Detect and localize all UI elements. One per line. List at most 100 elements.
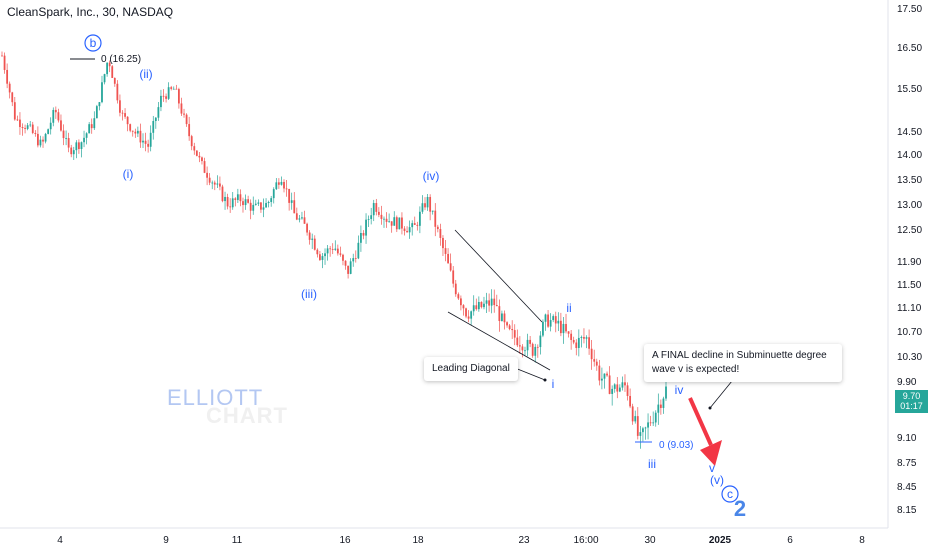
candle-body (201, 157, 203, 162)
x-tick-label: 30 (644, 535, 656, 546)
candle-body (644, 427, 647, 429)
candle-body (106, 62, 109, 75)
candle-body (383, 218, 385, 220)
x-tick-label: 4 (57, 535, 63, 546)
candle-body (393, 217, 396, 226)
candle-body (3, 55, 6, 70)
candle-body (659, 404, 662, 408)
candle-body (421, 203, 424, 212)
y-tick-label: 8.75 (897, 458, 917, 469)
annotations: b 0 (16.25) (ii) (i) (iii) (iv) i ii iii… (70, 34, 746, 521)
candle-body (34, 132, 37, 134)
candle-body (603, 373, 606, 379)
leading-diagonal-note[interactable]: Leading Diagonal (424, 357, 518, 381)
projection-arrow-head[interactable] (700, 440, 722, 466)
candle-body (324, 253, 326, 257)
y-tick-label: 13.50 (897, 175, 922, 186)
candle-body (426, 196, 429, 208)
candle-body (134, 131, 137, 134)
candle-body (175, 88, 178, 90)
y-tick-label: 16.50 (897, 43, 922, 54)
candle-body (111, 66, 114, 78)
candle-body (306, 223, 308, 233)
candle-body (618, 387, 621, 392)
candle-body (434, 210, 437, 227)
candle-body (142, 140, 144, 143)
candle-body (275, 182, 278, 190)
candle-body (16, 119, 19, 121)
candle-body (208, 177, 211, 183)
wave-c-circle (721, 485, 739, 503)
candle-body (331, 249, 334, 250)
candle-body (165, 96, 167, 99)
candle-body (665, 386, 667, 399)
wave-label-iii-minute: (iii) (301, 287, 317, 301)
wave-label-iv-minute: (iv) (423, 169, 440, 183)
x-axis: 4 9 11 16 18 23 16:00 30 2025 6 8 (0, 527, 888, 546)
candle-body (442, 237, 444, 249)
candle-body (501, 313, 503, 322)
candle-body (119, 100, 121, 113)
bar-timer: 01:17 (900, 401, 923, 411)
candle-body (60, 120, 62, 131)
candle-body (103, 74, 106, 83)
candle-body (642, 428, 644, 433)
candle-body (554, 316, 557, 324)
candle-body (485, 300, 488, 304)
candle-body (354, 258, 357, 259)
candle-body (303, 217, 306, 224)
candle-body (83, 137, 85, 143)
final-decline-note[interactable]: A FINAL decline in Subminuette degree wa… (644, 344, 842, 382)
candle-body (449, 263, 452, 271)
diagonal-upper-line[interactable] (454, 229, 543, 323)
candle-body (439, 229, 442, 238)
wave-label-ii-minute: (ii) (139, 67, 152, 81)
candle-body (513, 330, 516, 338)
candle-body (336, 248, 339, 254)
y-tick-label: 15.50 (897, 84, 922, 95)
candle-body (601, 378, 603, 381)
watermark-chart: CHART (206, 403, 288, 428)
candle-body (624, 382, 626, 386)
candle-body (249, 202, 252, 211)
candle-body (457, 294, 460, 299)
candle-body (583, 337, 585, 339)
candle-body (260, 202, 262, 210)
candle-body (267, 202, 270, 204)
candle-body (577, 337, 580, 349)
candle-body (160, 95, 162, 108)
candle-body (662, 398, 665, 408)
candle-body (377, 211, 380, 215)
low-value-label: 0 (9.03) (659, 440, 693, 451)
candle-body (493, 298, 496, 306)
candle-body (62, 130, 65, 139)
candle-body (108, 62, 111, 67)
candle-body (65, 138, 67, 139)
candle-body (575, 342, 578, 349)
y-tick-label: 8.45 (897, 482, 917, 493)
candle-body (490, 298, 493, 306)
candle-body (367, 219, 370, 220)
candle-body (239, 194, 242, 202)
candle-body (57, 112, 60, 121)
candle-body (44, 133, 47, 142)
candle-body (203, 161, 206, 173)
candle-body (24, 127, 26, 129)
wave-label-iii: iii (648, 457, 656, 471)
projection-arrow-shaft[interactable] (688, 397, 713, 446)
candle-body (424, 203, 426, 208)
candle-body (349, 261, 352, 274)
candle-body (144, 140, 147, 144)
candle-body (629, 395, 632, 407)
candle-body (524, 350, 526, 352)
candle-body (6, 69, 9, 84)
candle-body (11, 92, 14, 103)
wave-label-2: 2 (734, 496, 746, 521)
candle-body (236, 194, 239, 200)
candle-body (229, 206, 232, 208)
x-tick-label: 16 (339, 535, 351, 546)
candle-body (216, 183, 219, 185)
candle-body (329, 248, 332, 250)
diagonal-lower-line[interactable] (447, 311, 551, 371)
